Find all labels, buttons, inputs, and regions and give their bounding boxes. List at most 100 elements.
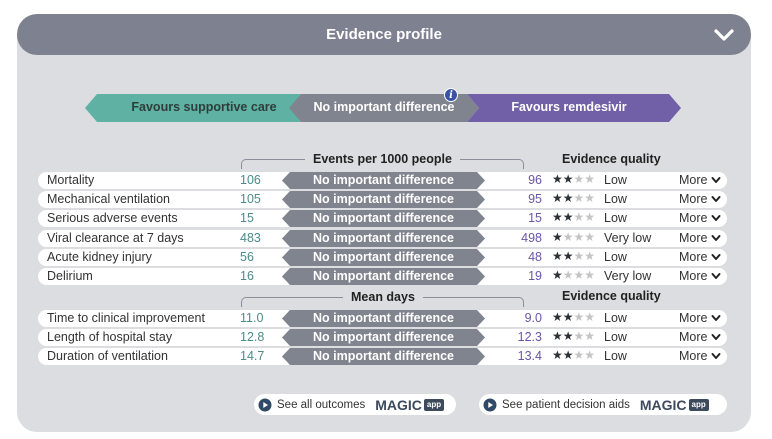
chevron-down-icon xyxy=(711,315,721,321)
no-difference-pill: No important difference xyxy=(282,268,485,285)
quality-stars: ★★★★ xyxy=(552,230,595,244)
star-icon: ★ xyxy=(573,310,585,324)
supportive-care-value: 483 xyxy=(240,230,261,245)
supportive-care-value: 16 xyxy=(240,269,254,283)
chevron-down-icon xyxy=(711,234,721,241)
more-button[interactable]: More xyxy=(679,231,721,245)
no-difference-pill: No important difference xyxy=(282,172,485,189)
outcome-name: Time to clinical improvement xyxy=(47,311,205,325)
supportive-care-value: 11.0 xyxy=(240,311,264,325)
star-icon: ★ xyxy=(584,268,596,282)
remdesivir-value: 498 xyxy=(521,230,542,245)
star-icon: ★ xyxy=(562,210,574,225)
more-label: More xyxy=(679,211,708,226)
quality-label: Very low xyxy=(604,269,652,283)
no-difference-pill: No important difference xyxy=(282,310,485,327)
outcome-row: Delirium 16 No important difference 19 ★★★★ V… xyxy=(38,268,727,285)
no-difference-pill: No important difference xyxy=(282,348,485,366)
more-button[interactable]: More xyxy=(679,311,721,325)
star-icon: ★ xyxy=(552,210,563,225)
star-icon: ★ xyxy=(584,310,596,324)
quality-label: Low xyxy=(604,311,627,325)
no-difference-arrow xyxy=(289,94,479,122)
see-all-outcomes-button[interactable]: See all outcomes MAGIC app xyxy=(254,394,456,415)
star-icon: ★ xyxy=(573,248,585,263)
difference-label: No important difference xyxy=(313,230,454,245)
star-icon: ★ xyxy=(584,172,596,186)
more-button[interactable]: More xyxy=(679,250,721,264)
star-icon: ★ xyxy=(584,229,596,244)
chevron-down-icon xyxy=(711,273,721,279)
no-difference-pill: No important difference xyxy=(282,229,485,247)
star-icon: ★ xyxy=(562,310,574,324)
more-button[interactable]: More xyxy=(679,269,721,283)
star-icon: ★ xyxy=(573,348,585,363)
difference-label: No important difference xyxy=(313,311,454,325)
quality-stars: ★★★★ xyxy=(552,310,595,324)
star-icon: ★ xyxy=(552,310,563,324)
remdesivir-value: 13.4 xyxy=(517,349,542,364)
favours-arrow-bar: Favours supportive care No important dif… xyxy=(85,94,681,122)
evidence-quality-header: Evidence quality xyxy=(562,152,661,166)
remdesivir-value: 19 xyxy=(528,269,542,283)
supportive-care-value: 105 xyxy=(240,192,261,207)
quality-stars: ★★★★ xyxy=(552,191,595,205)
quality-label: Very low xyxy=(604,230,652,245)
outcome-name: Acute kidney injury xyxy=(47,249,152,264)
patient-decision-aids-button[interactable]: See patient decision aids MAGIC app xyxy=(479,394,727,415)
star-icon: ★ xyxy=(562,191,574,206)
star-icon: ★ xyxy=(552,191,563,206)
more-button[interactable]: More xyxy=(679,349,721,363)
quality-label: Low xyxy=(604,249,627,264)
remdesivir-value: 15 xyxy=(528,211,542,226)
star-icon: ★ xyxy=(573,229,585,244)
star-icon: ★ xyxy=(552,348,563,363)
panel-header[interactable]: Evidence profile xyxy=(17,14,751,55)
more-button[interactable]: More xyxy=(679,173,721,187)
remdesivir-value: 9.0 xyxy=(524,311,542,325)
more-button[interactable]: More xyxy=(679,192,721,206)
evidence-profile-panel: Evidence profile Favours supportive care… xyxy=(17,14,751,432)
chevron-down-icon xyxy=(711,196,721,203)
star-icon: ★ xyxy=(573,210,585,225)
star-icon: ★ xyxy=(562,268,574,282)
star-icon: ★ xyxy=(552,172,563,186)
outcome-row: Mortality 106 No important difference 96 ★★★… xyxy=(38,172,727,189)
quality-label: Low xyxy=(604,173,627,187)
difference-label: No important difference xyxy=(313,173,454,187)
more-button[interactable]: More xyxy=(679,211,721,225)
evidence-quality-header-2: Evidence quality xyxy=(562,289,661,303)
star-icon: ★ xyxy=(573,329,585,344)
star-icon: ★ xyxy=(584,210,596,225)
arrow-shapes xyxy=(85,94,681,122)
more-label: More xyxy=(679,311,708,325)
outcome-row: Viral clearance at 7 days 483 No important… xyxy=(38,229,727,247)
outcome-name: Duration of ventilation xyxy=(47,349,168,364)
quality-label: Low xyxy=(604,192,627,207)
outcome-row: Acute kidney injury 56 No important differ… xyxy=(38,248,727,266)
quality-stars: ★★★★ xyxy=(552,210,595,224)
more-label: More xyxy=(679,330,708,345)
star-icon: ★ xyxy=(552,248,563,263)
mean-days-header: Mean days xyxy=(343,290,423,304)
quality-label: Low xyxy=(604,349,627,364)
play-icon xyxy=(258,398,272,411)
no-difference-pill: No important difference xyxy=(282,191,485,209)
star-icon: ★ xyxy=(573,268,585,282)
supportive-care-value: 56 xyxy=(240,249,254,264)
outcome-name: Mechanical ventilation xyxy=(47,192,170,207)
more-label: More xyxy=(679,249,708,264)
magic-logo-text: MAGIC xyxy=(639,396,687,413)
magic-app-logo: MAGIC app xyxy=(375,397,445,413)
more-label: More xyxy=(679,192,708,207)
more-label: More xyxy=(679,349,708,364)
info-icon[interactable]: i xyxy=(444,88,458,102)
star-icon: ★ xyxy=(573,191,585,206)
star-icon: ★ xyxy=(552,229,563,244)
more-button[interactable]: More xyxy=(679,330,721,344)
no-difference-pill: No important difference xyxy=(282,248,485,266)
star-icon: ★ xyxy=(584,191,596,206)
star-icon: ★ xyxy=(562,248,574,263)
chevron-down-icon[interactable] xyxy=(713,24,735,46)
star-icon: ★ xyxy=(573,172,585,186)
